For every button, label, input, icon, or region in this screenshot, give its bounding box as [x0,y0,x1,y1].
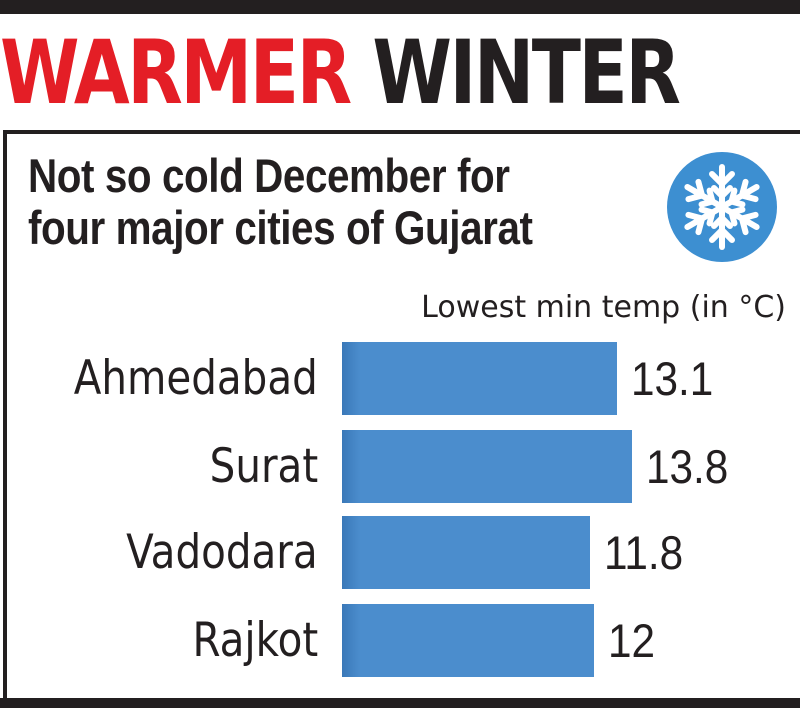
category-label: Surat [209,439,318,494]
chart-subtitle: Not so cold December for four major citi… [28,150,533,254]
bar-row: Surat 13.8 [0,430,800,503]
bar [342,604,594,677]
value-label: 12 [608,614,656,667]
headline-part2: WINTER [372,21,681,124]
category-label: Rajkot [192,613,318,668]
headline-part1: WARMER [0,21,352,124]
snowflake-icon [667,152,777,262]
subtitle-line2: four major cities of Gujarat [28,201,533,254]
category-label: Ahmedabad [73,351,318,406]
chart-panel [3,130,800,700]
bar-row: Vadodara 11.8 [0,516,800,589]
value-label: 13.8 [646,440,729,493]
bar [342,342,617,415]
axis-unit-label: Lowest min temp (in °C) [421,290,786,325]
bar-row: Rajkot 12 [0,604,800,677]
subtitle-line1: Not so cold December for [28,149,510,202]
value-label: 13.1 [631,352,714,405]
headline: WARMER WINTER [0,29,681,117]
category-label: Vadodara [126,525,318,580]
top-rule [0,0,800,14]
bottom-rule [0,698,800,708]
bar-row: Ahmedabad 13.1 [0,342,800,415]
bar [342,516,590,589]
bar [342,430,632,503]
value-label: 11.8 [604,526,684,579]
